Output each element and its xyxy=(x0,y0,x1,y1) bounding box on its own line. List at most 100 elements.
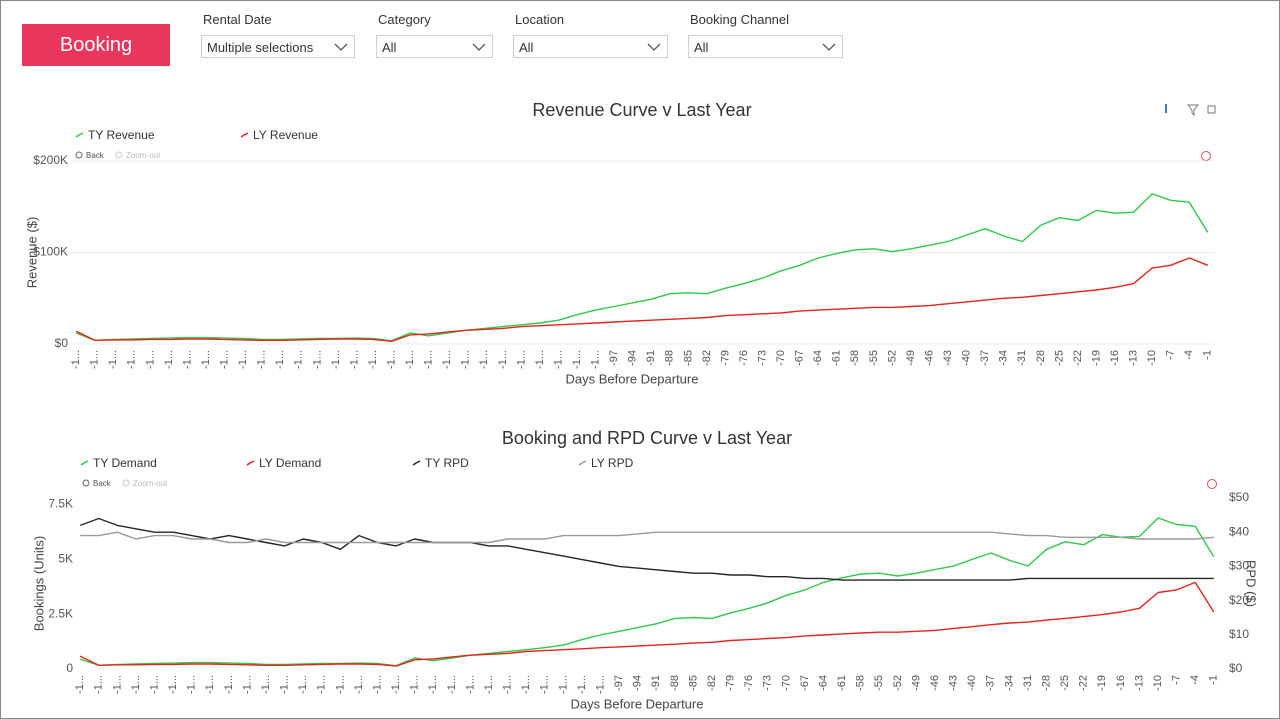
legend-label: LY Revenue xyxy=(253,128,318,142)
control-label[interactable]: Back xyxy=(93,479,112,488)
x-tick-label: -1... xyxy=(502,675,514,694)
x-tick-label: -1... xyxy=(367,350,379,369)
y-axis-title: Revenue ($) xyxy=(24,217,39,289)
x-tick-label: -1... xyxy=(423,350,435,369)
legend-marker xyxy=(240,132,249,138)
control-label[interactable]: Zoom-out xyxy=(133,479,168,488)
x-tick-label: -1... xyxy=(126,350,138,369)
series-line xyxy=(80,531,1214,544)
x-tick-label: -1... xyxy=(241,675,253,694)
filter-dropdown[interactable]: All xyxy=(376,35,493,58)
x-tick-label: -70 xyxy=(775,350,787,366)
x-tick-label: -7 xyxy=(1171,675,1183,685)
x-tick-label: -49 xyxy=(910,675,922,691)
x-tick-label: -1... xyxy=(111,675,123,694)
x-tick-label: -79 xyxy=(725,675,737,691)
x-tick-label: -1... xyxy=(460,350,472,369)
legend-marker xyxy=(412,460,421,466)
filter-label: Rental Date xyxy=(203,12,272,27)
filter-dropdown[interactable]: All xyxy=(688,35,843,58)
filter-dropdown[interactable]: Multiple selections xyxy=(201,35,355,58)
chevron xyxy=(472,43,486,51)
x-tick-label: -94 xyxy=(627,350,639,366)
x-tick-label: -1... xyxy=(186,675,198,694)
info-icon[interactable] xyxy=(1165,104,1167,113)
x-tick-label: -88 xyxy=(669,675,681,691)
chevron-path xyxy=(472,43,486,51)
x-tick-label: -28 xyxy=(1035,350,1047,366)
x-tick-label: -55 xyxy=(873,675,885,691)
x-tick-label: -52 xyxy=(892,675,904,691)
x-tick-label: -1... xyxy=(70,350,82,369)
x-tick-label: -79 xyxy=(719,350,731,366)
y2-tick-label: $40 xyxy=(1229,524,1249,538)
x-tick-label: -1... xyxy=(464,675,476,694)
chart-title: Revenue Curve v Last Year xyxy=(532,100,751,120)
filter-icon[interactable] xyxy=(1186,104,1200,117)
x-tick-label: -1... xyxy=(390,675,402,694)
series-line xyxy=(75,257,1209,342)
x-tick-label: -1... xyxy=(144,350,156,369)
y2-axis-title: RPD ($) xyxy=(1244,560,1259,607)
control-icon xyxy=(75,151,83,159)
x-tick-label: -55 xyxy=(868,350,880,366)
x-tick-label: -1... xyxy=(316,675,328,694)
filter-dropdown[interactable]: All xyxy=(513,35,668,58)
x-tick-label: -1... xyxy=(539,675,551,694)
legend-label: TY RPD xyxy=(425,456,469,470)
x-tick-label: -1... xyxy=(441,350,453,369)
legend-label: LY RPD xyxy=(591,456,634,470)
x-tick-label: -1... xyxy=(297,675,309,694)
focus-icon[interactable] xyxy=(1207,105,1216,114)
x-tick-label: -4 xyxy=(1189,675,1201,685)
series-line xyxy=(79,517,1215,667)
x-tick-label: -73 xyxy=(762,675,774,691)
x-tick-label: -40 xyxy=(966,675,978,691)
x-tick-label: -1... xyxy=(237,350,249,369)
y-tick-label: $0 xyxy=(55,336,69,350)
y2-tick-label: $0 xyxy=(1229,661,1243,675)
x-tick-label: -40 xyxy=(961,350,973,366)
series-line xyxy=(79,581,1215,667)
x-tick-label: -1... xyxy=(534,350,546,369)
x-tick-label: -1... xyxy=(311,350,323,369)
x-tick-label: -43 xyxy=(948,675,960,691)
chevron xyxy=(822,43,836,51)
x-tick-label: -91 xyxy=(645,350,657,366)
x-tick-label: -61 xyxy=(836,675,848,691)
x-tick-label: -91 xyxy=(650,675,662,691)
control-label[interactable]: Back xyxy=(86,151,105,160)
x-tick-label: -1... xyxy=(515,350,527,369)
x-tick-label: -1... xyxy=(590,350,602,369)
x-tick-label: -1... xyxy=(74,675,86,694)
control-label[interactable]: Zoom-out xyxy=(126,151,161,160)
x-tick-label: -73 xyxy=(756,350,768,366)
x-tick-label: -28 xyxy=(1040,675,1052,691)
x-tick-label: -67 xyxy=(799,675,811,691)
booking-button[interactable]: Booking xyxy=(22,24,170,66)
y-tick-label: 0 xyxy=(66,661,73,675)
x-tick-label: -1... xyxy=(409,675,421,694)
x-tick-label: -1... xyxy=(279,675,291,694)
x-tick-label: -85 xyxy=(682,350,694,366)
x-tick-label: -1... xyxy=(107,350,119,369)
x-tick-label: -13 xyxy=(1128,350,1140,366)
x-tick-label: -1... xyxy=(167,675,179,694)
x-tick-label: -37 xyxy=(985,675,997,691)
x-tick-label: -67 xyxy=(794,350,806,366)
x-tick-label: -49 xyxy=(905,350,917,366)
x-tick-label: -1... xyxy=(446,675,458,694)
x-tick-label: -58 xyxy=(849,350,861,366)
x-tick-label: -1... xyxy=(223,675,235,694)
x-tick-label: -52 xyxy=(886,350,898,366)
x-tick-label: -46 xyxy=(929,675,941,691)
x-tick-label: -1... xyxy=(130,675,142,694)
x-tick-label: -1... xyxy=(274,350,286,369)
x-tick-label: -1... xyxy=(427,675,439,694)
x-tick-label: -1... xyxy=(353,675,365,694)
warning-icon xyxy=(1201,151,1211,161)
x-tick-label: -1... xyxy=(163,350,175,369)
x-tick-label: -34 xyxy=(998,350,1010,366)
x-tick-label: -58 xyxy=(855,675,867,691)
